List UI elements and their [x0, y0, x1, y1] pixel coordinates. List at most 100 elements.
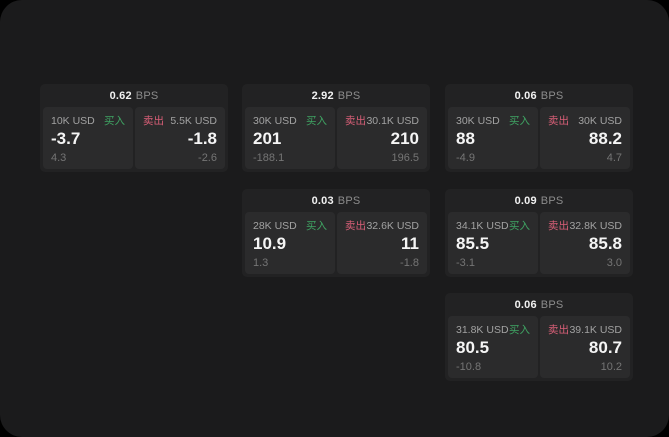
- sell-price: -1.8: [187, 129, 217, 148]
- sell-sub-value: 10.2: [600, 361, 622, 373]
- bps-value: 0.62: [109, 89, 132, 102]
- bps-unit-label: BPS: [540, 194, 564, 207]
- quote-card-1: 0.62 BPS 10K USD 买入 -3.7 4.3 卖出 5.5K USD…: [40, 84, 228, 172]
- sell-sub-value: -1.8: [400, 257, 419, 269]
- panels-row: 34.1K USD 买入 85.5 -3.1 卖出 32.8K USD 85.8…: [445, 212, 633, 277]
- card-header: 0.06 BPS: [445, 84, 633, 107]
- bps-value: 0.06: [514, 89, 537, 102]
- buy-amount: 28K USD: [253, 220, 297, 232]
- sell-panel-top: 卖出 32.6K USD: [345, 218, 419, 233]
- buy-price: -3.7: [51, 129, 81, 148]
- sell-side-label: 卖出: [548, 115, 569, 127]
- panels-row: 10K USD 买入 -3.7 4.3 卖出 5.5K USD -1.8 -2.…: [40, 107, 228, 172]
- card-header: 0.09 BPS: [445, 189, 633, 212]
- buy-sub-value: 1.3: [253, 257, 269, 269]
- buy-price: 80.5: [456, 338, 490, 357]
- buy-panel[interactable]: 31.8K USD 买入 80.5 -10.8: [448, 316, 538, 378]
- bps-unit-label: BPS: [337, 89, 361, 102]
- bps-unit-label: BPS: [540, 298, 564, 311]
- sell-side-label: 卖出: [345, 220, 366, 232]
- bps-value: 0.09: [514, 194, 537, 207]
- buy-panel[interactable]: 30K USD 买入 88 -4.9: [448, 107, 538, 169]
- sell-price: 80.7: [588, 338, 622, 357]
- sell-panel-top: 卖出 30K USD: [548, 113, 622, 128]
- quote-card-5: 0.09 BPS 34.1K USD 买入 85.5 -3.1 卖出 32.8K…: [445, 189, 633, 277]
- sell-price: 210: [390, 129, 419, 148]
- buy-side-label: 买入: [509, 115, 530, 127]
- sell-panel[interactable]: 卖出 32.8K USD 85.8 3.0: [540, 212, 630, 274]
- sell-panel-top: 卖出 5.5K USD: [143, 113, 217, 128]
- buy-price: 10.9: [253, 234, 287, 253]
- buy-side-label: 买入: [509, 324, 530, 336]
- buy-sub-value: -10.8: [456, 361, 482, 373]
- buy-panel-top: 28K USD 买入: [253, 218, 327, 233]
- buy-amount: 34.1K USD: [456, 220, 509, 232]
- panels-row: 28K USD 买入 10.9 1.3 卖出 32.6K USD 11 -1.8: [242, 212, 430, 277]
- buy-panel-top: 30K USD 买入: [456, 113, 530, 128]
- buy-amount: 30K USD: [253, 115, 297, 127]
- buy-amount: 30K USD: [456, 115, 500, 127]
- card-header: 2.92 BPS: [242, 84, 430, 107]
- bps-value: 2.92: [311, 89, 334, 102]
- sell-price: 11: [401, 234, 419, 253]
- buy-side-label: 买入: [509, 220, 530, 232]
- sell-sub-value: 196.5: [391, 152, 419, 164]
- panels-row: 30K USD 买入 201 -188.1 卖出 30.1K USD 210 1…: [242, 107, 430, 172]
- sell-panel-top: 卖出 30.1K USD: [345, 113, 419, 128]
- sell-side-label: 卖出: [548, 324, 569, 336]
- sell-amount: 32.8K USD: [569, 220, 622, 232]
- buy-panel-top: 34.1K USD 买入: [456, 218, 530, 233]
- card-header: 0.62 BPS: [40, 84, 228, 107]
- buy-sub-value: -3.1: [456, 257, 475, 269]
- buy-price: 201: [253, 129, 282, 148]
- quote-card-3: 0.06 BPS 30K USD 买入 88 -4.9 卖出 30K USD 8…: [445, 84, 633, 172]
- buy-side-label: 买入: [104, 115, 125, 127]
- sell-sub-value: -2.6: [198, 152, 217, 164]
- sell-sub-value: 3.0: [606, 257, 622, 269]
- panels-row: 30K USD 买入 88 -4.9 卖出 30K USD 88.2 4.7: [445, 107, 633, 172]
- quote-card-6: 0.06 BPS 31.8K USD 买入 80.5 -10.8 卖出 39.1…: [445, 293, 633, 381]
- buy-price: 85.5: [456, 234, 490, 253]
- buy-sub-value: -4.9: [456, 152, 475, 164]
- bps-value: 0.03: [311, 194, 334, 207]
- buy-sub-value: 4.3: [51, 152, 67, 164]
- sell-panel-top: 卖出 32.8K USD: [548, 218, 622, 233]
- buy-sub-value: -188.1: [253, 152, 285, 164]
- sell-panel[interactable]: 卖出 39.1K USD 80.7 10.2: [540, 316, 630, 378]
- sell-price: 85.8: [588, 234, 622, 253]
- bps-value: 0.06: [514, 298, 537, 311]
- buy-panel[interactable]: 10K USD 买入 -3.7 4.3: [43, 107, 133, 169]
- sell-side-label: 卖出: [143, 115, 164, 127]
- sell-panel[interactable]: 卖出 5.5K USD -1.8 -2.6: [135, 107, 225, 169]
- sell-amount: 39.1K USD: [569, 324, 622, 336]
- buy-amount: 10K USD: [51, 115, 95, 127]
- sell-amount: 30K USD: [578, 115, 622, 127]
- bps-unit-label: BPS: [135, 89, 159, 102]
- sell-amount: 5.5K USD: [170, 115, 217, 127]
- card-header: 0.06 BPS: [445, 293, 633, 316]
- panels-row: 31.8K USD 买入 80.5 -10.8 卖出 39.1K USD 80.…: [445, 316, 633, 381]
- buy-panel[interactable]: 28K USD 买入 10.9 1.3: [245, 212, 335, 274]
- sell-amount: 30.1K USD: [366, 115, 419, 127]
- buy-panel-top: 30K USD 买入: [253, 113, 327, 128]
- buy-price: 88: [456, 129, 475, 148]
- buy-side-label: 买入: [306, 115, 327, 127]
- sell-panel-top: 卖出 39.1K USD: [548, 322, 622, 337]
- sell-panel[interactable]: 卖出 32.6K USD 11 -1.8: [337, 212, 427, 274]
- bps-unit-label: BPS: [540, 89, 564, 102]
- quote-card-4: 0.03 BPS 28K USD 买入 10.9 1.3 卖出 32.6K US…: [242, 189, 430, 277]
- sell-price: 88.2: [588, 129, 622, 148]
- sell-sub-value: 4.7: [606, 152, 622, 164]
- sell-panel[interactable]: 卖出 30.1K USD 210 196.5: [337, 107, 427, 169]
- card-header: 0.03 BPS: [242, 189, 430, 212]
- sell-side-label: 卖出: [345, 115, 366, 127]
- sell-panel[interactable]: 卖出 30K USD 88.2 4.7: [540, 107, 630, 169]
- buy-panel[interactable]: 30K USD 买入 201 -188.1: [245, 107, 335, 169]
- buy-panel-top: 10K USD 买入: [51, 113, 125, 128]
- buy-side-label: 买入: [306, 220, 327, 232]
- buy-panel[interactable]: 34.1K USD 买入 85.5 -3.1: [448, 212, 538, 274]
- bps-unit-label: BPS: [337, 194, 361, 207]
- sell-amount: 32.6K USD: [366, 220, 419, 232]
- quote-card-2: 2.92 BPS 30K USD 买入 201 -188.1 卖出 30.1K …: [242, 84, 430, 172]
